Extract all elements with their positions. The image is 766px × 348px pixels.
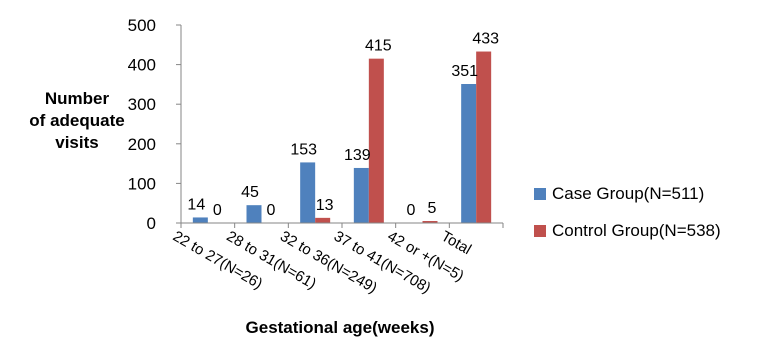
x-category-label: Total xyxy=(438,228,474,259)
data-label: 0 xyxy=(213,202,222,219)
y-axis-label: Number of adequate visits xyxy=(22,88,132,154)
data-label: 415 xyxy=(365,38,392,55)
x-axis-category-labels: 22 to 27(N=26)28 to 31(N=61)32 to 36(N=2… xyxy=(170,228,474,297)
legend-label-control: Control Group(N=538) xyxy=(552,221,721,240)
data-label: 5 xyxy=(428,200,437,217)
data-label: 153 xyxy=(290,141,317,158)
legend-swatch-control xyxy=(534,225,546,237)
y-tick-label: 0 xyxy=(147,214,156,233)
y-tick-label: 200 xyxy=(128,135,156,154)
y-tick-label: 100 xyxy=(128,174,156,193)
bar-case xyxy=(461,84,477,223)
bar-case xyxy=(246,205,262,223)
data-label: 14 xyxy=(187,196,205,213)
y-axis-label-line-2: of adequate xyxy=(29,111,125,130)
legend-swatch-case xyxy=(534,188,546,200)
data-label: 13 xyxy=(316,197,334,214)
y-tick-label: 500 xyxy=(128,16,156,35)
bar-case xyxy=(192,217,208,223)
bars xyxy=(192,51,492,224)
bar-control xyxy=(368,58,384,223)
data-label: 433 xyxy=(472,31,499,48)
x-category-label: 28 to 31(N=61) xyxy=(224,228,320,293)
data-label: 351 xyxy=(451,63,478,80)
y-axis-label-line-1: Number xyxy=(44,89,110,108)
data-label: 0 xyxy=(267,202,276,219)
x-category-label: 22 to 27(N=26) xyxy=(170,228,266,293)
data-label: 0 xyxy=(407,202,416,219)
bar-control xyxy=(476,51,492,224)
y-axis-label-line-3: visits xyxy=(55,133,99,152)
x-axis-label: Gestational age(weeks) xyxy=(245,318,435,337)
bar-control xyxy=(315,217,331,223)
data-label: 139 xyxy=(344,147,371,164)
bar-case xyxy=(300,162,316,223)
legend: Case Group(N=511) Control Group(N=538) xyxy=(534,180,721,254)
legend-item-case: Case Group(N=511) xyxy=(534,180,721,208)
bar-case xyxy=(353,167,369,223)
y-tick-label: 400 xyxy=(128,56,156,75)
legend-item-control: Control Group(N=538) xyxy=(534,217,721,245)
legend-label-case: Case Group(N=511) xyxy=(552,184,705,203)
bar-control xyxy=(422,221,438,223)
y-tick-label: 300 xyxy=(128,95,156,114)
data-label: 45 xyxy=(241,184,259,201)
